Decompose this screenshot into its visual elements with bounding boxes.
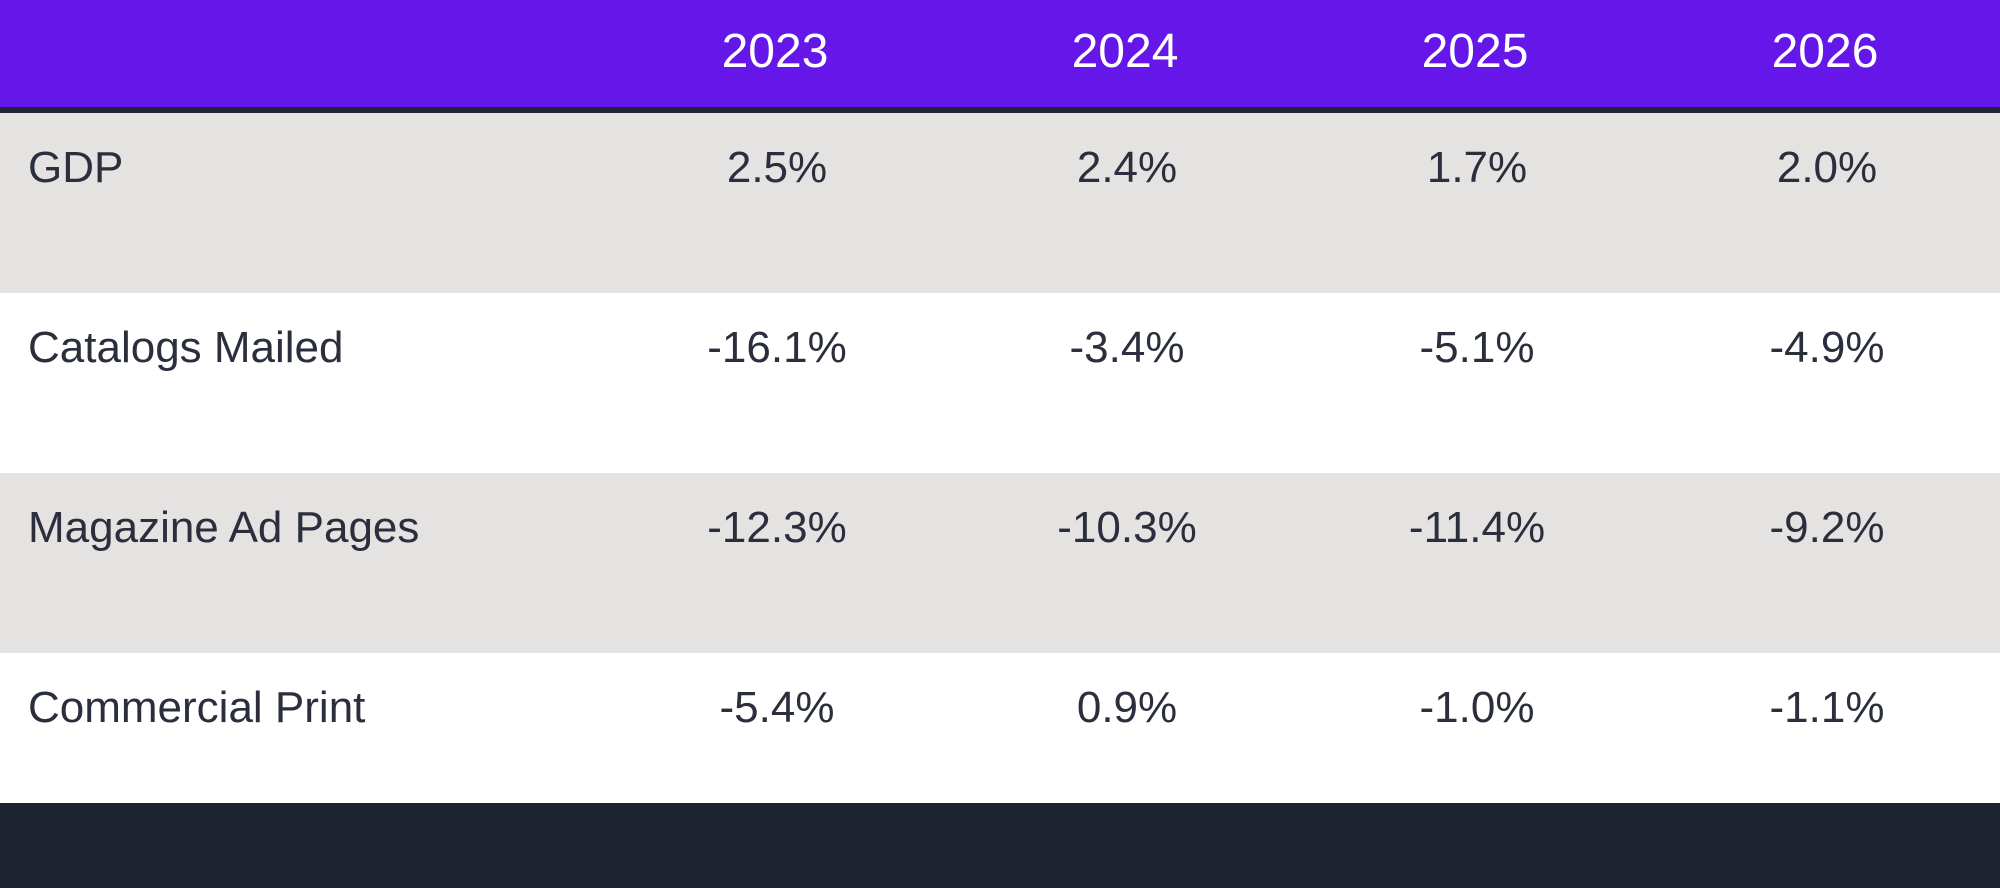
table-container: 2023 2024 2025 2026 GDP 2.5% 2.4% 1.7% 2…	[0, 0, 2000, 817]
table-row: Catalogs Mailed -16.1% -3.4% -5.1% -4.9%	[0, 293, 2000, 473]
cell: -16.1%	[600, 293, 950, 473]
cell: -3.4%	[950, 293, 1300, 473]
data-table: 2023 2024 2025 2026 GDP 2.5% 2.4% 1.7% 2…	[0, 0, 2000, 803]
table-header: 2023 2024 2025 2026	[0, 0, 2000, 110]
cell: -12.3%	[600, 473, 950, 653]
col-header-2024: 2024	[950, 0, 1300, 110]
table-row: Commercial Print -5.4% 0.9% -1.0% -1.1%	[0, 653, 2000, 803]
cell: 1.7%	[1300, 110, 1650, 293]
cell: -4.9%	[1650, 293, 2000, 473]
cell: -1.0%	[1300, 653, 1650, 803]
cell: -9.2%	[1650, 473, 2000, 653]
table-body: GDP 2.5% 2.4% 1.7% 2.0% Catalogs Mailed …	[0, 110, 2000, 803]
bottom-border	[0, 803, 2000, 817]
row-label: Catalogs Mailed	[0, 293, 600, 473]
row-label: Magazine Ad Pages	[0, 473, 600, 653]
cell: -1.1%	[1650, 653, 2000, 803]
col-header-2026: 2026	[1650, 0, 2000, 110]
col-header-2023: 2023	[600, 0, 950, 110]
row-label: Commercial Print	[0, 653, 600, 803]
table-header-row: 2023 2024 2025 2026	[0, 0, 2000, 110]
cell: -10.3%	[950, 473, 1300, 653]
row-label: GDP	[0, 110, 600, 293]
cell: -11.4%	[1300, 473, 1650, 653]
cell: 2.4%	[950, 110, 1300, 293]
cell: 2.5%	[600, 110, 950, 293]
cell: 2.0%	[1650, 110, 2000, 293]
cell: 0.9%	[950, 653, 1300, 803]
cell: -5.1%	[1300, 293, 1650, 473]
col-header-label	[0, 0, 600, 110]
col-header-2025: 2025	[1300, 0, 1650, 110]
table-row: GDP 2.5% 2.4% 1.7% 2.0%	[0, 110, 2000, 293]
table-row: Magazine Ad Pages -12.3% -10.3% -11.4% -…	[0, 473, 2000, 653]
cell: -5.4%	[600, 653, 950, 803]
